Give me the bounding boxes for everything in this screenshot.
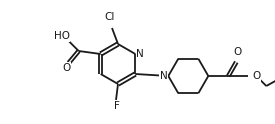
Text: N: N <box>160 71 167 81</box>
Text: HO: HO <box>54 31 70 41</box>
Text: F: F <box>114 101 120 111</box>
Text: O: O <box>233 47 241 57</box>
Text: Cl: Cl <box>105 12 115 22</box>
Text: N: N <box>136 49 144 59</box>
Text: O: O <box>62 63 71 73</box>
Text: O: O <box>252 71 261 81</box>
